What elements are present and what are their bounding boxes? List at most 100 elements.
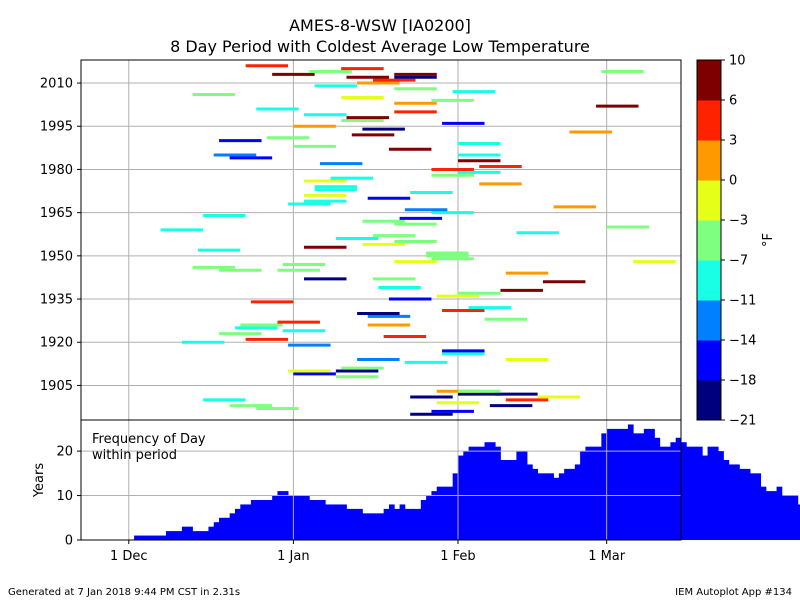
histogram-bar xyxy=(670,442,677,540)
histogram-bar xyxy=(473,446,480,540)
histogram-bar xyxy=(611,428,618,540)
histogram-bar xyxy=(330,504,337,540)
colorbar-tick-label: −11 xyxy=(729,294,756,309)
colorbar-tick-label: 10 xyxy=(729,54,746,69)
histogram-annotation: Frequency of Day within period xyxy=(92,432,206,463)
histogram-bar xyxy=(256,500,262,540)
histogram-bar xyxy=(511,460,517,540)
histogram-bar xyxy=(489,442,496,540)
timeline-y-tick-label: 1965 xyxy=(40,206,73,221)
histogram-bar xyxy=(527,464,533,540)
colorbar-bands xyxy=(697,60,721,421)
colorbar-band xyxy=(697,100,721,141)
timeline-y-tick-label: 1920 xyxy=(40,336,73,351)
colorbar-band xyxy=(697,380,721,421)
histogram-bar xyxy=(304,495,310,540)
histogram-bar xyxy=(638,433,645,540)
histogram-bar xyxy=(765,491,772,540)
timeline-plot-area xyxy=(81,60,681,420)
histogram-bar xyxy=(325,504,331,540)
histogram-bar xyxy=(272,495,278,540)
colorbar-band xyxy=(697,180,721,221)
histogram-bar xyxy=(627,424,634,540)
histogram-bar xyxy=(383,508,390,540)
timeline-y-tick-label: 1905 xyxy=(40,379,73,394)
histogram-bar xyxy=(240,504,247,540)
histogram-bar xyxy=(569,468,576,540)
colorbar-label: °F xyxy=(761,233,776,247)
footer-generated: Generated at 7 Jan 2018 9:44 PM CST in 2… xyxy=(8,587,240,598)
histogram-bar xyxy=(686,446,693,540)
colorbar-tick-label: −18 xyxy=(729,374,756,389)
histogram-bar xyxy=(585,446,592,540)
histogram-bar xyxy=(442,486,448,540)
timeline-y-ticks: 1905 1920 1935 1950 1965 1980 1995 2010 xyxy=(40,77,81,394)
histogram-bar xyxy=(277,491,284,540)
histogram-bar xyxy=(617,428,623,540)
histogram-bar xyxy=(468,446,475,540)
histogram-bar xyxy=(601,433,608,540)
histogram-bar xyxy=(622,428,629,540)
chart-subtitle: 8 Day Period with Coldest Average Low Te… xyxy=(170,37,590,56)
colorbar-band xyxy=(697,260,721,301)
colorbar-band xyxy=(697,340,721,381)
colorbar-band xyxy=(697,140,721,181)
histogram-bar xyxy=(160,535,167,540)
histogram-x-ticks: 1 Dec 1 Jan 1 Feb 1 Mar xyxy=(110,540,626,564)
histogram-bar xyxy=(542,473,549,540)
histogram-bar xyxy=(420,500,427,540)
x-tick-label: 1 Jan xyxy=(277,549,309,564)
timeline-grid xyxy=(81,60,681,420)
colorbar-tick-label: −3 xyxy=(729,214,748,229)
histogram-bar xyxy=(298,495,305,540)
histogram-bar xyxy=(436,486,443,540)
histogram-bar xyxy=(293,495,300,540)
colorbar-tick-label: −7 xyxy=(729,254,748,269)
histogram-bar xyxy=(537,473,544,540)
histogram-bar xyxy=(702,455,708,540)
colorbar-ticks: −21 −18 −14 −11 −7 −3 0 3 6 10 xyxy=(721,54,756,429)
histogram-bar xyxy=(755,473,762,540)
colorbar-tick-label: 6 xyxy=(729,94,737,109)
histogram-bar xyxy=(675,437,682,540)
histogram-bar xyxy=(553,477,560,540)
histogram-bar xyxy=(659,446,666,540)
histogram-bar xyxy=(399,504,406,540)
histogram-bar xyxy=(362,513,369,540)
colorbar-band xyxy=(697,300,721,341)
histogram-bar xyxy=(744,468,751,540)
histogram-bar xyxy=(224,517,231,540)
histogram-bar xyxy=(234,508,241,540)
histogram-bar xyxy=(750,473,756,540)
histogram-bar xyxy=(558,473,565,540)
histogram-bar xyxy=(760,486,767,540)
chart-title: AMES-8-WSW [IA0200] xyxy=(289,16,471,35)
histogram-bar xyxy=(484,442,491,540)
histogram-bar xyxy=(134,535,140,540)
histogram-bar xyxy=(335,504,342,540)
histogram-bar xyxy=(245,504,252,540)
histogram-bar xyxy=(309,500,316,540)
colorbar-frame xyxy=(696,59,722,421)
histogram-bar xyxy=(564,468,570,540)
histogram-bar xyxy=(367,513,374,540)
colorbar-tick-label: 3 xyxy=(729,134,737,149)
histogram-bar xyxy=(319,500,326,540)
histogram-bar xyxy=(606,428,613,540)
histogram-bar xyxy=(633,433,639,540)
histogram-bars xyxy=(134,424,800,540)
histogram-y-tick-label: 20 xyxy=(56,445,73,460)
timeline-y-tick-label: 1995 xyxy=(40,120,73,135)
histogram-bar xyxy=(165,531,172,540)
histogram-ylabel: Years xyxy=(32,463,47,499)
histogram-bar xyxy=(654,437,661,540)
histogram-bar xyxy=(734,464,740,540)
histogram-bar xyxy=(479,446,485,540)
colorbar-tick-label: −14 xyxy=(729,334,756,349)
timeline-y-tick-label: 2010 xyxy=(40,77,73,92)
histogram-bar xyxy=(792,495,799,540)
histogram-bar xyxy=(728,464,735,540)
histogram-bar xyxy=(696,446,703,540)
histogram-bar xyxy=(426,495,432,540)
